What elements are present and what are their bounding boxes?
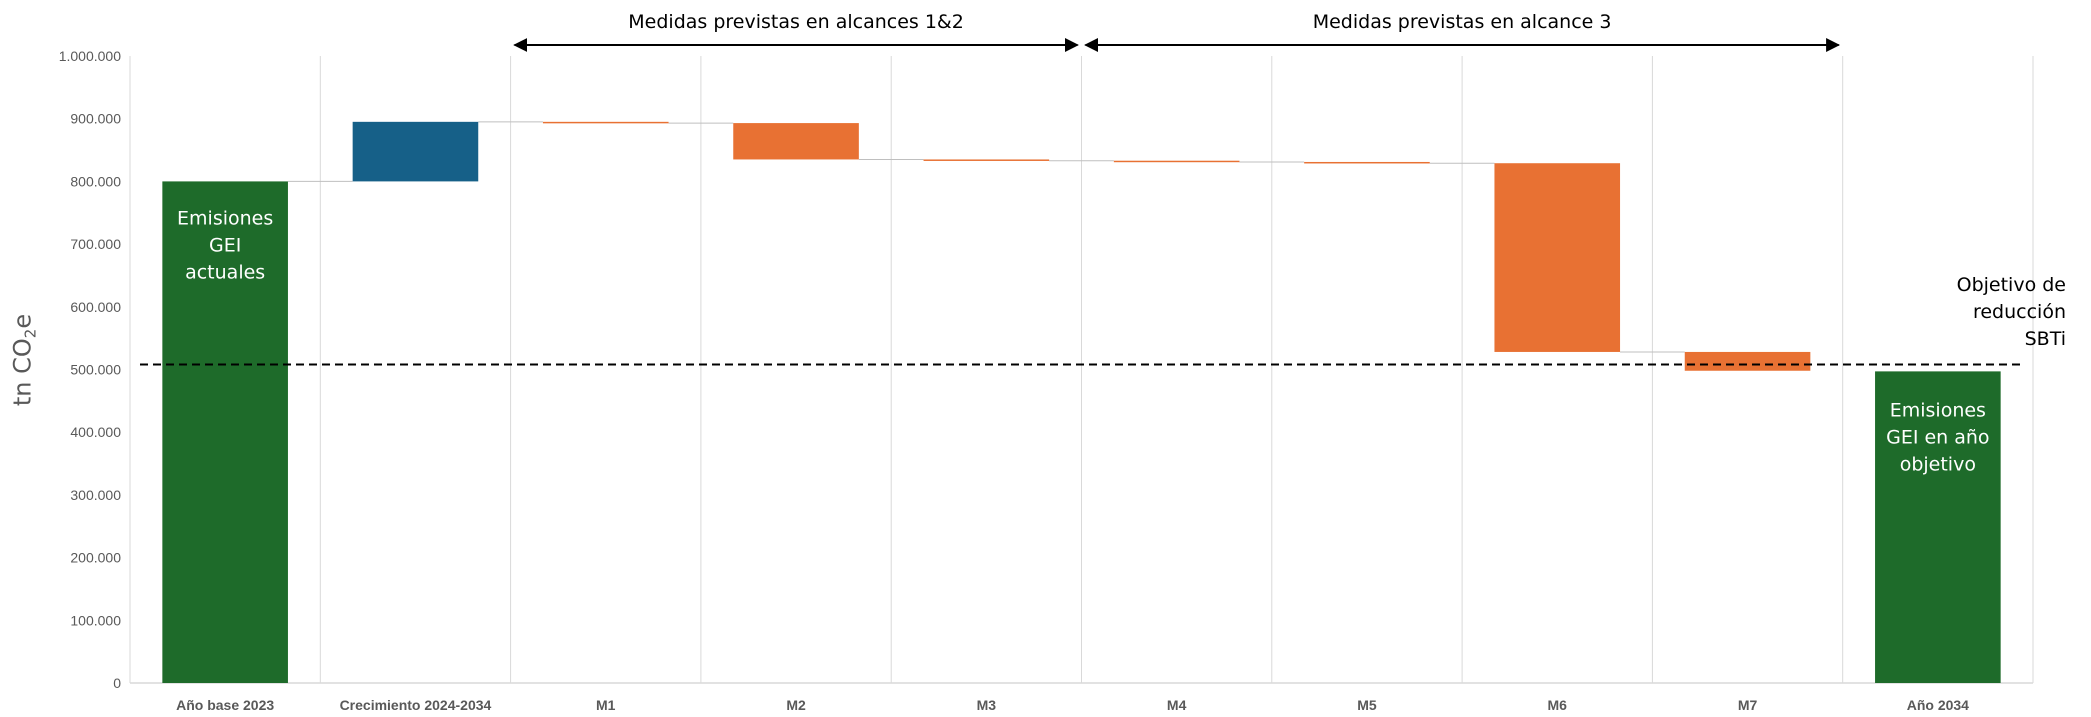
bar-0: [162, 181, 288, 683]
y-tick-label: 100.000: [70, 612, 121, 628]
y-axis-title-subscript: 2: [21, 328, 40, 339]
x-category-label: M5: [1357, 697, 1377, 713]
x-category-label: Crecimiento 2024-2034: [340, 697, 492, 713]
y-tick-label: 500.000: [70, 362, 121, 378]
target-label: Objetivo de: [1957, 274, 2066, 296]
bar-1: [352, 121, 479, 182]
x-category-label: M1: [596, 697, 616, 713]
y-tick-label: 900.000: [70, 111, 121, 127]
y-tick-label: 1.000.000: [59, 48, 121, 64]
x-category-label: M6: [1548, 697, 1568, 713]
y-tick-label: 400.000: [70, 424, 121, 440]
y-tick-label: 0: [113, 675, 121, 691]
y-tick-label: 800.000: [70, 173, 121, 189]
y-tick-label: 600.000: [70, 299, 121, 315]
bar-5: [1113, 160, 1240, 163]
bracket-label: Medidas previstas en alcances 1&2: [628, 11, 964, 33]
y-tick-label: 200.000: [70, 550, 121, 566]
bar-inner-label: Emisiones: [1890, 399, 1986, 421]
y-tick-label: 300.000: [70, 487, 121, 503]
bar-8: [1684, 351, 1811, 371]
bar-inner-label: objetivo: [1900, 453, 1976, 475]
x-category-label: Año 2034: [1907, 697, 1969, 713]
y-tick-label: 700.000: [70, 236, 121, 252]
bar-2: [542, 121, 669, 124]
bar-inner-label: GEI en año: [1886, 426, 1989, 448]
x-category-label: M7: [1738, 697, 1758, 713]
bracket-label: Medidas previstas en alcance 3: [1313, 11, 1612, 33]
bar-inner-label: GEI: [209, 234, 241, 256]
x-category-label: M3: [977, 697, 997, 713]
bar-7: [1494, 163, 1621, 352]
y-axis-title-tail: e: [8, 313, 37, 329]
bar-4: [923, 159, 1050, 161]
target-label: SBTi: [2025, 328, 2066, 350]
y-axis-title-main: tn CO: [8, 338, 37, 407]
bar-9: [1875, 371, 2001, 683]
target-label: reducción: [1973, 301, 2066, 323]
x-category-label: M2: [786, 697, 806, 713]
bar-inner-label: actuales: [185, 261, 265, 283]
bar-inner-label: Emisiones: [177, 207, 273, 229]
x-category-label: M4: [1167, 697, 1187, 713]
bar-6: [1304, 161, 1430, 164]
y-axis-title: tn CO2e: [4, 300, 44, 420]
x-category-label: Año base 2023: [176, 697, 274, 713]
bar-3: [733, 123, 859, 160]
